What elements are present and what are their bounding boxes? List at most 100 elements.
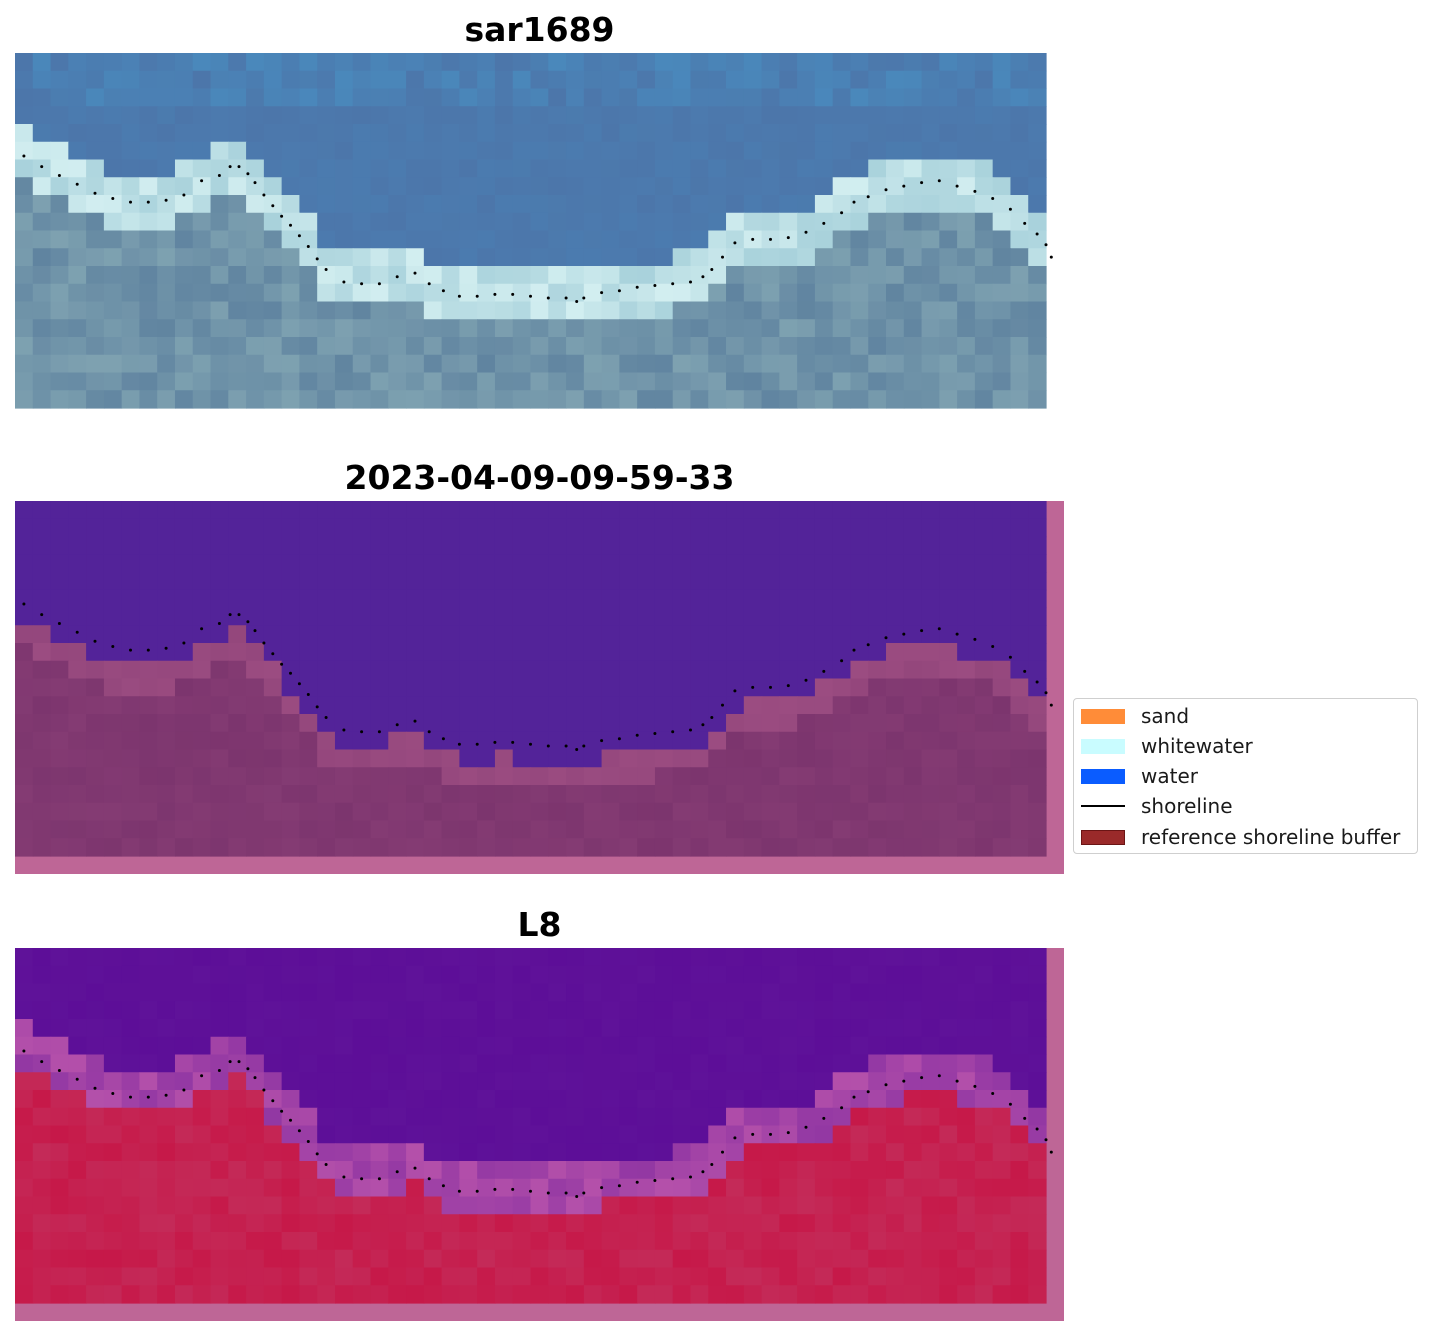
pixel: [939, 767, 958, 786]
pixel: [388, 1054, 407, 1073]
pixel: [1010, 337, 1029, 356]
pixel: [974, 106, 994, 125]
pixel: [992, 53, 1012, 72]
pixel: [1010, 518, 1029, 538]
pixel: [743, 141, 763, 161]
shoreline-point: [262, 193, 266, 197]
pixel: [370, 1072, 389, 1091]
pixel: [566, 124, 585, 143]
pixel: [921, 1232, 940, 1251]
pixel: [32, 607, 52, 626]
shoreline-point: [280, 214, 284, 218]
pixel: [388, 1072, 407, 1091]
pixel: [192, 159, 212, 178]
pixel: [334, 372, 354, 391]
pixel: [814, 212, 834, 232]
shoreline-point: [111, 197, 115, 200]
pixel: [299, 141, 318, 161]
pixel: [530, 1214, 549, 1233]
pixel: [619, 212, 638, 232]
pixel: [654, 785, 674, 804]
pixel: [477, 88, 496, 107]
pixel: [974, 518, 994, 538]
pixel: [121, 301, 141, 320]
pixel: [68, 948, 87, 967]
pixel: [690, 230, 709, 249]
pixel: [263, 802, 283, 822]
pixel: [86, 1107, 105, 1127]
pixel: [459, 820, 478, 839]
pixel: [103, 607, 123, 626]
pixel: [388, 124, 407, 143]
pixel: [957, 518, 976, 538]
pixel: [654, 1019, 674, 1038]
pixel: [228, 948, 247, 967]
pixel: [619, 838, 638, 857]
pixel: [512, 948, 532, 967]
pixel: [672, 1072, 692, 1091]
pixel: [992, 159, 1012, 178]
pixel: [832, 1125, 852, 1144]
pixel: [530, 1001, 549, 1020]
pixel: [512, 749, 532, 768]
pixel: [726, 1249, 745, 1269]
pixel: [32, 1054, 52, 1073]
pixel: [992, 1267, 1012, 1286]
pixel: [512, 1232, 532, 1251]
pixel: [903, 1090, 923, 1109]
pixel: [886, 1196, 905, 1215]
pixel: [68, 1072, 87, 1091]
shoreline-point: [937, 1074, 941, 1078]
pixel: [50, 802, 69, 822]
pixel: [68, 88, 87, 107]
pixel: [423, 607, 443, 626]
pixel: [814, 948, 834, 967]
pixel: [157, 518, 176, 538]
pixel: [68, 1036, 87, 1056]
pixel: [103, 1072, 123, 1091]
pixel: [672, 660, 692, 680]
pixel: [370, 554, 389, 573]
pixel: [868, 195, 887, 214]
pixel: [263, 106, 283, 125]
shoreline-point: [441, 289, 445, 293]
pixel: [637, 749, 656, 768]
pixel: [690, 1054, 709, 1073]
pixel: [726, 554, 745, 573]
pixel: [637, 88, 656, 107]
pixel: [921, 230, 940, 249]
pixel: [103, 1267, 123, 1286]
pixel: [886, 983, 905, 1002]
pixel: [423, 283, 443, 303]
pixel: [974, 625, 994, 644]
pixel: [779, 1072, 798, 1091]
pixel: [957, 983, 976, 1002]
pixel: [992, 518, 1012, 538]
pixel: [263, 1214, 283, 1233]
pixel: [494, 88, 514, 107]
pixel: [32, 660, 52, 680]
pixel: [388, 965, 407, 985]
pixel: [601, 230, 620, 249]
pixel: [441, 607, 460, 626]
pixel: [939, 820, 958, 839]
pixel: [992, 1249, 1012, 1269]
pixel: [1028, 660, 1047, 680]
shoreline-point: [866, 643, 870, 647]
pixel: [281, 1249, 301, 1269]
pixel: [494, 1249, 514, 1269]
pixel: [370, 572, 389, 591]
pixel: [743, 1161, 763, 1180]
pixel: [281, 572, 301, 591]
shoreline-point: [973, 637, 977, 641]
pixel: [708, 501, 727, 520]
pixel: [886, 678, 905, 697]
pixel: [708, 124, 727, 143]
pixel: [903, 802, 923, 822]
pixel: [210, 1214, 229, 1233]
pixel: [530, 731, 549, 751]
pixel: [50, 372, 69, 391]
pixel: [281, 625, 301, 644]
pixel: [299, 177, 318, 196]
pixel: [494, 820, 514, 839]
